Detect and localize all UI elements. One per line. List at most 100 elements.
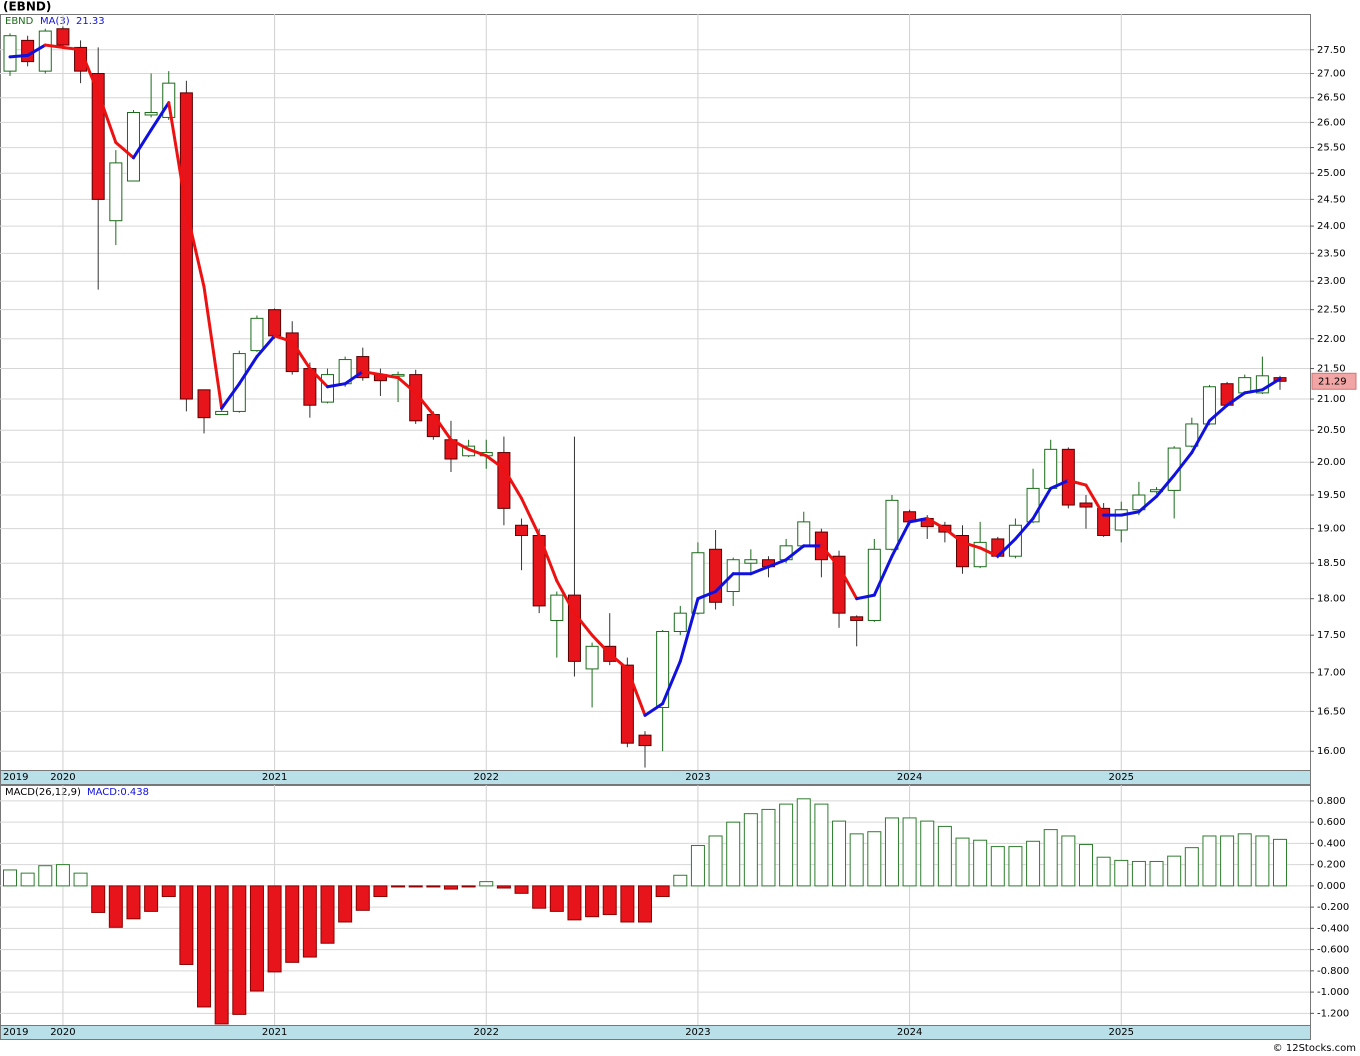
candle-body [797,521,811,547]
candle-body [656,630,670,708]
macd-bar [373,885,388,898]
ma-segment [1172,451,1194,477]
ma-segment [79,48,100,95]
macd-bar [496,885,511,889]
ma-segment [326,382,347,389]
ma-segment [1066,478,1088,487]
y-tick-label: 23.00 [1317,276,1346,287]
candle-body [585,645,599,670]
macd-bar [673,874,688,887]
ma-segment [502,467,524,500]
macd-bar [214,885,229,1025]
ma-segment [925,516,947,531]
credit: © 12Stocks.com [1273,1043,1356,1054]
ma-segment [414,391,435,417]
candle-body [673,612,687,632]
last-price-label: 21.29 [1318,376,1347,387]
ma-segment [943,527,965,544]
x-tick-label: 2024 [897,772,922,783]
x-tick-label: 2020 [50,772,75,783]
macd-bar [1255,835,1270,887]
legend-ma: MA(3) [40,16,70,27]
macd-bar [638,885,653,923]
ma-segment [149,101,171,132]
macd-bar [302,885,317,958]
x-tick-label: 2021 [262,1027,287,1038]
macd-bar [144,885,159,912]
candle-body [1202,386,1216,425]
macd-bar [973,839,988,887]
macd-bar [937,825,952,887]
y-tick-label: 16.50 [1317,706,1346,717]
macd-bar [832,820,847,887]
macd-bar [3,869,18,887]
macd-bar [338,885,353,923]
macd-bar [1043,829,1058,887]
macd-bar [408,885,423,888]
ma-segment [520,496,541,537]
ma-segment [202,285,224,410]
macd-panel [0,785,1311,1026]
ma-segment [131,128,153,160]
candle-body [550,594,564,621]
x-tick-label: 2019 [3,772,28,783]
y-tick-label: 0.200 [1317,860,1346,871]
ma-segment [643,702,665,717]
y-tick-label: -1.000 [1317,987,1349,998]
macd-bar [884,817,899,887]
macd-bar [849,833,864,887]
ma-segment [167,101,188,212]
y-tick-label: 20.00 [1317,457,1346,468]
y-tick-label: 24.00 [1317,221,1346,232]
macd-bar [761,808,776,887]
candle-body [321,374,335,403]
macd-bar [779,803,794,887]
ma-segment [449,438,471,451]
macd-bar [1008,846,1023,887]
macd-bar [655,885,670,898]
macd-bar [602,885,617,916]
ma-segment [1137,494,1159,514]
ma-segment [1260,377,1282,392]
y-tick-label: 19.50 [1317,490,1346,501]
ma-segment [43,43,65,49]
y-tick-label: -1.200 [1317,1008,1349,1019]
candle-body [109,162,123,222]
legend-symbol: EBND [5,16,34,27]
y-tick-label: 25.00 [1317,168,1346,179]
macd-bar [91,885,106,913]
ma-segment [961,540,982,550]
ma-segment [1243,388,1264,395]
macd-bar [1114,859,1129,887]
last-price-box [1311,372,1357,390]
ma-segment [890,520,912,558]
ma-segment [555,579,576,615]
y-tick-label: 27.00 [1317,69,1346,80]
y-tick-label: 0.400 [1317,838,1346,849]
macd-bar [567,885,582,921]
macd-bar [126,885,141,920]
macd-bar [108,885,123,928]
macd-bar [355,885,370,911]
macd-bar [197,885,212,1008]
y-tick-label: 18.50 [1317,558,1346,569]
ma-segment [537,534,559,583]
macd-bar [990,846,1005,887]
ma-segment [784,544,806,562]
ma-segment [255,334,277,359]
macd-bar [955,837,970,887]
y-tick-label: 27.50 [1317,45,1346,56]
ma-segment [290,340,312,371]
ma-segment [625,667,647,717]
macd-bar [73,872,88,887]
ma-segment [1031,486,1053,520]
candle-body [179,92,193,400]
ma-segment [237,355,259,386]
y-tick-label: 23.50 [1317,248,1346,259]
candle-body [126,111,140,182]
ma-segment [572,611,594,637]
y-tick-label: 18.00 [1317,594,1346,605]
candle-body [885,499,899,550]
y-tick-label: 22.50 [1317,305,1346,316]
ma-segment [978,546,1000,558]
